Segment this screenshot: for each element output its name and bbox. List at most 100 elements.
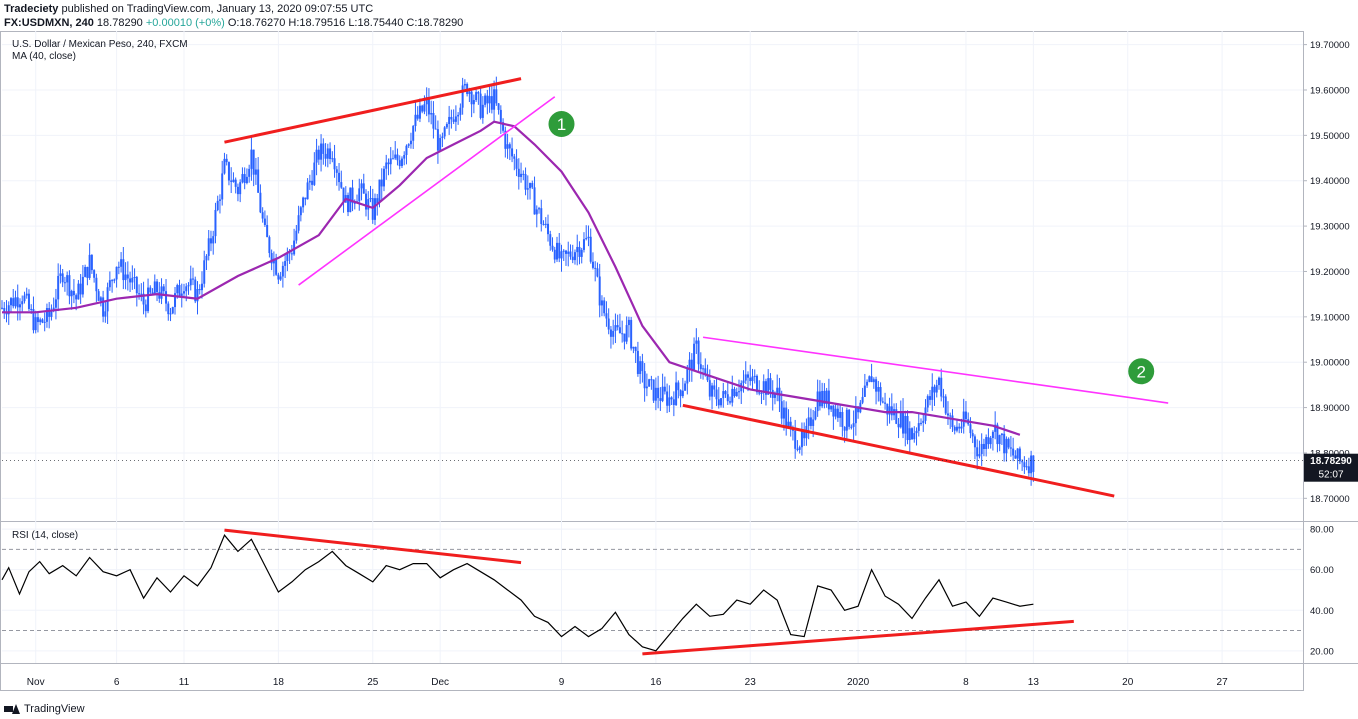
- trendline-upper-magenta-falling[interactable]: [702, 336, 1169, 404]
- candle-body: [223, 158, 226, 174]
- candle-body: [286, 252, 289, 262]
- candle-body: [749, 377, 752, 382]
- candle-body: [360, 183, 363, 189]
- chart-canvas[interactable]: Nov 6 11 18 25 Dec 9 16 23 2020 8 13 20 27 18.70000 18.…: [0, 31, 1358, 691]
- candle-body: [243, 174, 246, 183]
- trendline-lower-magenta-rising[interactable]: [298, 96, 556, 286]
- candle-body: [239, 182, 242, 195]
- price-axis-tick-label: 18.70000: [1310, 494, 1350, 505]
- candle-body: [162, 286, 165, 292]
- candle-body: [946, 413, 949, 416]
- candle-body: [340, 182, 343, 188]
- trendline-lower-red-falling[interactable]: [682, 403, 1115, 498]
- candle-body: [102, 297, 105, 317]
- candle-body: [888, 406, 891, 415]
- candle-body: [68, 275, 71, 297]
- candle-body: [803, 431, 806, 439]
- candle-body: [221, 173, 224, 200]
- candle-body: [329, 148, 332, 159]
- candle-body: [850, 426, 853, 428]
- x-axis-tick-label: Dec: [431, 677, 449, 688]
- candle-body: [751, 376, 754, 382]
- trendline-rsi-red-falling[interactable]: [224, 528, 522, 565]
- candle-body: [794, 430, 797, 449]
- candle-body: [576, 246, 579, 253]
- candle-body: [720, 398, 723, 406]
- candle-body: [338, 172, 341, 183]
- x-axis-tick-label: 13: [1028, 677, 1040, 688]
- candle-body: [302, 197, 305, 208]
- publisher-name[interactable]: Tradeciety: [4, 3, 59, 15]
- x-axis-tick-label: 20: [1122, 677, 1134, 688]
- candle-body: [960, 426, 963, 429]
- candle-countdown-label: 52:07: [1318, 470, 1343, 481]
- trendline-upper-red-rising[interactable]: [224, 77, 522, 144]
- candle-body: [373, 198, 376, 220]
- candle-body: [600, 300, 603, 306]
- candle-body: [241, 174, 244, 183]
- candle-body: [93, 270, 96, 278]
- candle-body: [591, 261, 594, 268]
- candle-body: [931, 386, 934, 400]
- price-axis-tick-label: 19.00000: [1310, 358, 1350, 369]
- candle-body: [944, 396, 947, 414]
- candle-body: [976, 447, 979, 457]
- candle-body: [1021, 461, 1024, 463]
- candle-body: [843, 426, 846, 431]
- candle-body: [180, 293, 183, 296]
- candle-body: [987, 437, 990, 445]
- candle-body: [612, 330, 615, 337]
- candle-body: [414, 114, 417, 127]
- trendline-rsi-red-rising[interactable]: [642, 619, 1074, 656]
- candle-body: [800, 431, 803, 448]
- candle-body: [603, 300, 606, 314]
- candle-body: [232, 179, 235, 182]
- candle-body: [818, 391, 821, 407]
- candle-body: [636, 350, 639, 374]
- candle-body: [726, 394, 729, 402]
- candle-body: [203, 260, 206, 284]
- marker-2[interactable]: [1128, 358, 1155, 385]
- rsi-axis-tick-label: 40.00: [1310, 606, 1334, 617]
- candle-body: [807, 417, 810, 426]
- candle-body: [964, 411, 967, 420]
- candle-body: [639, 361, 642, 374]
- marker-label-2: 2: [1136, 362, 1145, 381]
- candle-body: [174, 293, 177, 308]
- marker-1[interactable]: [548, 111, 575, 138]
- chart-header: Tradeciety published on TradingView.com,…: [4, 2, 463, 30]
- candle-body: [814, 411, 817, 420]
- candle-body: [940, 377, 943, 397]
- candle-body: [681, 390, 684, 397]
- candle-body: [821, 390, 824, 407]
- candle-body: [549, 234, 552, 246]
- candle-body: [194, 279, 197, 302]
- candle-body: [942, 396, 945, 398]
- candle-body: [416, 114, 419, 119]
- candle-body: [423, 104, 426, 112]
- candle-body: [198, 289, 201, 291]
- candle-body: [798, 447, 801, 450]
- candle-body: [214, 209, 217, 237]
- candle-body: [32, 309, 35, 331]
- candle-body: [156, 281, 159, 293]
- candle-body: [50, 310, 53, 317]
- candle-body: [176, 285, 179, 294]
- candle-body: [538, 208, 541, 210]
- candle-body: [702, 368, 705, 370]
- candle-body: [1009, 447, 1012, 449]
- candle-body: [347, 195, 350, 213]
- candle-body: [854, 406, 857, 424]
- candle-body: [391, 158, 394, 160]
- candle-body: [641, 361, 644, 372]
- candle-body: [463, 84, 466, 86]
- candle-body: [879, 387, 882, 402]
- candle-body: [614, 325, 617, 331]
- candle-body: [86, 266, 89, 278]
- candle-body: [147, 287, 150, 312]
- candle-body: [625, 325, 628, 342]
- tradingview-footer[interactable]: TradingView: [4, 703, 85, 715]
- candle-body: [621, 333, 624, 335]
- candle-body: [236, 186, 239, 195]
- candle-body: [881, 401, 884, 403]
